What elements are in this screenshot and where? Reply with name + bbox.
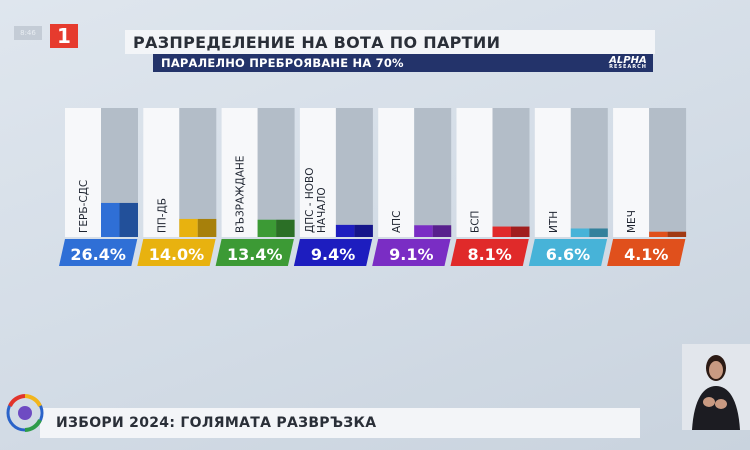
bar-track (570, 108, 608, 237)
data-label: 14.0% (149, 245, 205, 264)
category-panel (65, 108, 101, 237)
category-label-line: ГЕРБ-СДС (78, 180, 90, 233)
bar-shadow (511, 226, 530, 237)
election-circle-logo-icon (6, 394, 44, 432)
value-band (528, 239, 608, 266)
value-band (450, 239, 529, 266)
category-panel (613, 108, 650, 237)
value-band (293, 239, 373, 266)
category-label: БСП (470, 211, 482, 233)
category-label-line: МЕЧ (626, 210, 638, 233)
chart-title: РАЗПРЕДЕЛЕНИЕ НА ВОТА ПО ПАРТИИ (133, 33, 501, 52)
bar-shadow (354, 224, 373, 237)
bar-track (492, 108, 530, 237)
data-label: 9.4% (311, 245, 355, 264)
value-band (59, 239, 138, 266)
bar (492, 226, 511, 237)
category-label: ИТН (548, 211, 560, 233)
value-band (137, 239, 216, 266)
category-panel (221, 108, 258, 237)
agency-name: ALPHA (609, 55, 647, 66)
category-panel (456, 108, 493, 237)
data-label: 4.1% (624, 245, 668, 264)
category-label: ВЪЗРАЖДАНЕ (235, 156, 247, 233)
category-label-line: ВЪЗРАЖДАНЕ (235, 156, 247, 233)
category-label-line: ПП-ДБ (156, 198, 168, 233)
bar-track (335, 108, 373, 237)
sign-language-interpreter-icon (692, 355, 740, 430)
bar-shadow (276, 219, 295, 237)
bar-shadow (589, 228, 608, 237)
category-panel (143, 108, 180, 237)
value-band (215, 239, 294, 266)
bar-shadow (197, 218, 217, 237)
chart-title-bar: РАЗПРЕДЕЛЕНИЕ НА ВОТА ПО ПАРТИИ (125, 30, 655, 54)
value-band (607, 239, 686, 266)
data-label: 8.1% (467, 245, 511, 264)
bar-track (649, 108, 687, 237)
sign-language-interpreter (682, 344, 750, 430)
value-band (372, 239, 451, 266)
bar (649, 231, 668, 237)
channel-logo: 1 (50, 24, 78, 48)
bar-shadow (119, 202, 138, 237)
footer-bar: ИЗБОРИ 2024: ГОЛЯМАТА РАЗВРЪЗКА (40, 408, 640, 438)
category-label-line: НАЧАЛО (316, 187, 328, 233)
category-panel (378, 108, 415, 237)
chart-subtitle-bar: ПАРАЛЕЛНО ПРЕБРОЯВАНЕ НА 70% ALPHA RESEA… (153, 54, 653, 72)
data-label: 13.4% (227, 245, 283, 264)
category-label-line: БСП (470, 211, 482, 233)
category-label: ГЕРБ-СДС (78, 180, 90, 233)
category-label: ПП-ДБ (156, 198, 168, 233)
bar (101, 202, 120, 237)
data-label: 6.6% (546, 245, 590, 264)
category-panel (534, 108, 571, 237)
category-label-line: ИТН (548, 211, 560, 233)
bar-shadow (432, 225, 452, 237)
footer-text: ИЗБОРИ 2024: ГОЛЯМАТА РАЗВРЪЗКА (56, 415, 377, 431)
category-label: МЕЧ (626, 210, 638, 233)
category-label-line: АПС (391, 211, 403, 233)
category-label: АПС (391, 211, 403, 233)
bar-track (179, 108, 217, 237)
bar-shadow (667, 231, 687, 237)
bar (570, 228, 590, 237)
alpha-research-logo: ALPHA RESEARCH (609, 55, 647, 70)
bar-track (257, 108, 295, 237)
clock: 8:46 (14, 26, 42, 40)
category-panel (299, 108, 336, 237)
data-label: 9.1% (389, 245, 433, 264)
bar (179, 218, 198, 237)
bar-track (414, 108, 452, 237)
bar (335, 224, 355, 237)
bar (257, 219, 277, 237)
chart-subtitle: ПАРАЛЕЛНО ПРЕБРОЯВАНЕ НА 70% (161, 56, 404, 70)
category-label: ДПС - НОВОНАЧАЛО (304, 167, 328, 233)
bar (414, 225, 433, 237)
agency-sub: RESEARCH (609, 64, 647, 70)
category-label-line: ДПС - НОВО (304, 167, 316, 233)
data-label: 26.4% (70, 245, 126, 264)
